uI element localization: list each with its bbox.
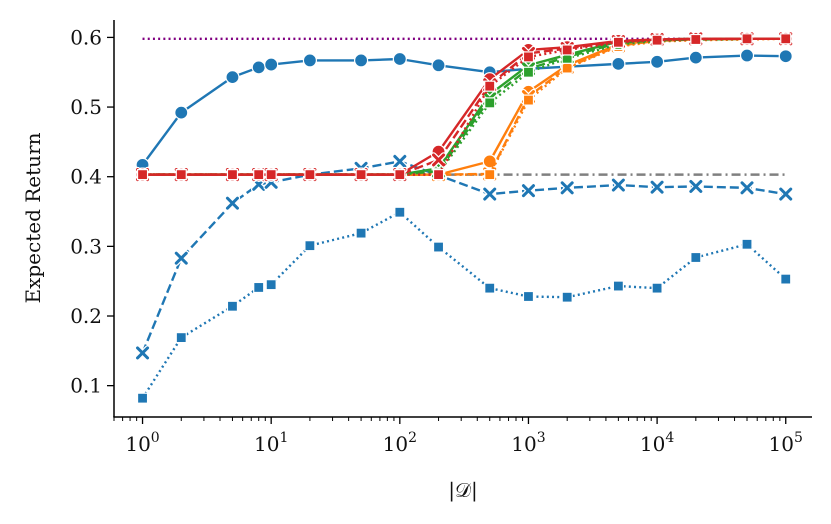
y-tick-label: 0.6 bbox=[70, 25, 102, 49]
x-tick-label: 100 bbox=[125, 430, 159, 456]
data-point bbox=[739, 48, 755, 63]
data-point bbox=[484, 282, 496, 294]
data-point bbox=[174, 251, 188, 265]
data-point bbox=[741, 238, 753, 250]
data-point bbox=[225, 70, 240, 85]
data-point bbox=[253, 169, 265, 181]
y-tick-label: 0.1 bbox=[70, 374, 102, 398]
data-point bbox=[482, 154, 497, 169]
data-point bbox=[522, 51, 535, 63]
data-point bbox=[741, 33, 753, 45]
data-point bbox=[394, 169, 406, 181]
data-point bbox=[353, 53, 369, 68]
data-point bbox=[522, 94, 535, 106]
data-point bbox=[431, 58, 446, 73]
data-point bbox=[651, 282, 663, 294]
data-point bbox=[355, 169, 367, 181]
x-tick-label: 101 bbox=[254, 430, 288, 456]
data-point bbox=[560, 181, 574, 195]
data-point bbox=[650, 180, 664, 194]
series-line bbox=[142, 37, 786, 176]
data-point bbox=[394, 206, 406, 218]
data-point bbox=[225, 196, 239, 210]
data-point bbox=[136, 346, 150, 360]
data-point bbox=[780, 273, 792, 285]
data-point bbox=[265, 279, 277, 291]
series-layer bbox=[134, 31, 794, 404]
data-point bbox=[355, 227, 367, 239]
x-tick-label: 105 bbox=[769, 430, 803, 456]
data-point bbox=[226, 300, 239, 312]
data-point bbox=[522, 66, 535, 78]
data-point bbox=[561, 291, 573, 303]
data-point bbox=[688, 50, 703, 65]
series-line bbox=[141, 211, 787, 399]
data-point bbox=[690, 33, 702, 46]
data-point bbox=[778, 49, 793, 64]
series-blue-square-dotted bbox=[136, 206, 792, 404]
data-point bbox=[253, 281, 265, 294]
data-point bbox=[650, 54, 665, 69]
data-point bbox=[432, 153, 446, 167]
data-point bbox=[689, 179, 703, 193]
data-point bbox=[561, 44, 573, 56]
data-point bbox=[522, 290, 535, 303]
x-tick-label: 104 bbox=[640, 430, 674, 456]
data-point bbox=[521, 184, 535, 198]
data-point bbox=[612, 280, 624, 292]
data-point bbox=[611, 178, 625, 192]
data-point bbox=[611, 56, 626, 71]
ticks: 0.1 0.2 0.3 0.4 0.5 0.6 100 101 102 103 104 105 bbox=[70, 25, 803, 456]
series-blue-circle-solid bbox=[135, 48, 793, 172]
data-point bbox=[136, 169, 149, 181]
series-red-square-dotted bbox=[136, 33, 792, 181]
data-point bbox=[740, 181, 754, 195]
series-line bbox=[141, 54, 786, 166]
data-point bbox=[304, 240, 316, 252]
data-point bbox=[302, 53, 318, 68]
data-point bbox=[651, 34, 663, 46]
data-point bbox=[136, 392, 149, 404]
data-point bbox=[432, 241, 445, 253]
x-tick-label: 102 bbox=[383, 430, 417, 456]
y-tick-label: 0.2 bbox=[70, 304, 102, 328]
x-tick-label: 103 bbox=[511, 430, 545, 456]
data-point bbox=[483, 187, 497, 201]
y-tick-label: 0.4 bbox=[70, 165, 102, 189]
data-point bbox=[612, 36, 624, 48]
data-point bbox=[226, 169, 239, 181]
data-point bbox=[174, 105, 189, 120]
y-tick-label: 0.5 bbox=[70, 95, 102, 119]
data-point bbox=[304, 169, 316, 181]
data-point bbox=[393, 154, 407, 168]
series-line bbox=[142, 37, 786, 176]
y-tick-label: 0.3 bbox=[70, 234, 102, 258]
data-point bbox=[484, 169, 496, 181]
data-point bbox=[392, 51, 407, 67]
data-point bbox=[484, 80, 496, 92]
data-point bbox=[251, 60, 266, 75]
data-point bbox=[690, 251, 702, 264]
data-point bbox=[264, 57, 279, 72]
data-point bbox=[175, 169, 187, 181]
data-point bbox=[484, 97, 496, 109]
data-point bbox=[432, 169, 445, 181]
data-point bbox=[265, 169, 277, 181]
y-axis-label: Expected Return bbox=[21, 132, 45, 303]
data-point bbox=[780, 33, 792, 45]
x-axis-label: |𝒟| bbox=[448, 478, 477, 503]
data-point bbox=[561, 62, 573, 74]
data-point bbox=[779, 187, 793, 201]
data-point bbox=[175, 332, 187, 344]
